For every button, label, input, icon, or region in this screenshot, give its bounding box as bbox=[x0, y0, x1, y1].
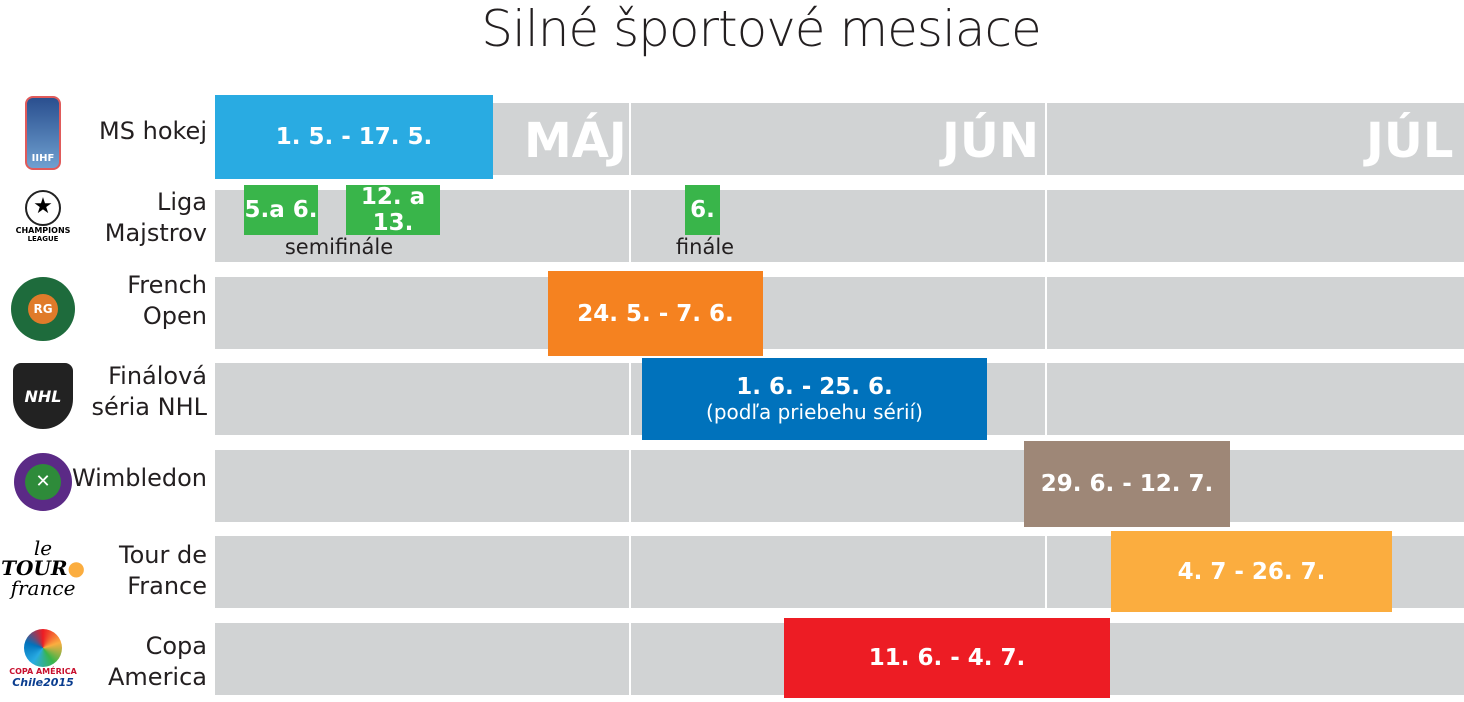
bar-cl-semifinal-1: 5.a 6. bbox=[244, 185, 318, 235]
bar-label: 1. 6. - 25. 6. bbox=[736, 374, 893, 400]
bar-nhl: 1. 6. - 25. 6. (podľa priebehu sérií) bbox=[642, 358, 987, 440]
nhl-logo-icon: NHL bbox=[8, 360, 78, 432]
row-label: Liga Majstrov bbox=[104, 188, 207, 247]
row-label: MS hokej bbox=[99, 117, 207, 145]
row-label: Tour de France bbox=[119, 541, 207, 600]
page-title: Silné športové mesiace bbox=[481, 0, 1042, 58]
bar-cl-final: 6. bbox=[685, 185, 720, 235]
month-divider bbox=[1045, 100, 1047, 700]
bar-label: 11. 6. - 4. 7. bbox=[868, 645, 1026, 671]
bar-tour-de-france: 4. 7 - 26. 7. bbox=[1111, 531, 1392, 612]
month-divider bbox=[629, 100, 631, 700]
month-label-june: JÚN bbox=[942, 113, 1040, 169]
roland-garros-logo-icon: RG bbox=[8, 273, 78, 345]
row-label: French Open bbox=[127, 271, 207, 330]
bar-label: 24. 5. - 7. 6. bbox=[577, 300, 734, 327]
row-bg bbox=[215, 277, 1464, 349]
bar-label: 4. 7 - 26. 7. bbox=[1177, 558, 1326, 585]
row-label: Wimbledon bbox=[71, 464, 207, 492]
row-label: Finálová séria NHL bbox=[91, 362, 207, 421]
bar-label: 1. 5. - 17. 5. bbox=[275, 124, 433, 150]
bar-label: 29. 6. - 12. 7. bbox=[1040, 471, 1214, 497]
bar-label: 5.a 6. bbox=[244, 197, 318, 223]
copa-america-logo-icon: COPA AMÉRICA Chile2015 bbox=[8, 623, 78, 695]
bar-ms-hokej: 1. 5. - 17. 5. bbox=[215, 95, 493, 179]
bar-cl-semifinal-2: 12. a 13. bbox=[346, 184, 440, 236]
bar-label: 6. bbox=[690, 197, 715, 223]
bar-copa-america: 11. 6. - 4. 7. bbox=[784, 618, 1110, 698]
iihf-logo-icon: IIHF bbox=[8, 96, 78, 170]
bar-note: (podľa priebehu sérií) bbox=[706, 400, 923, 424]
bar-label: 12. a 13. bbox=[360, 184, 426, 236]
month-label-may: MÁJ bbox=[524, 113, 627, 169]
wimbledon-logo-icon: ✕ bbox=[8, 446, 78, 518]
final-caption: finále bbox=[675, 235, 735, 259]
bar-wimbledon: 29. 6. - 12. 7. bbox=[1024, 441, 1230, 527]
bar-french-open: 24. 5. - 7. 6. bbox=[548, 271, 763, 356]
tour-de-france-logo-icon: le TOUR● france bbox=[1, 536, 85, 600]
row-bg bbox=[215, 450, 1464, 522]
row-label: Copa America bbox=[108, 632, 207, 691]
champions-league-logo-icon: ★ CHAMPIONS LEAGUE bbox=[8, 180, 78, 252]
month-label-july: JÚL bbox=[1366, 113, 1454, 169]
semifinal-caption: semifinále bbox=[284, 235, 394, 259]
